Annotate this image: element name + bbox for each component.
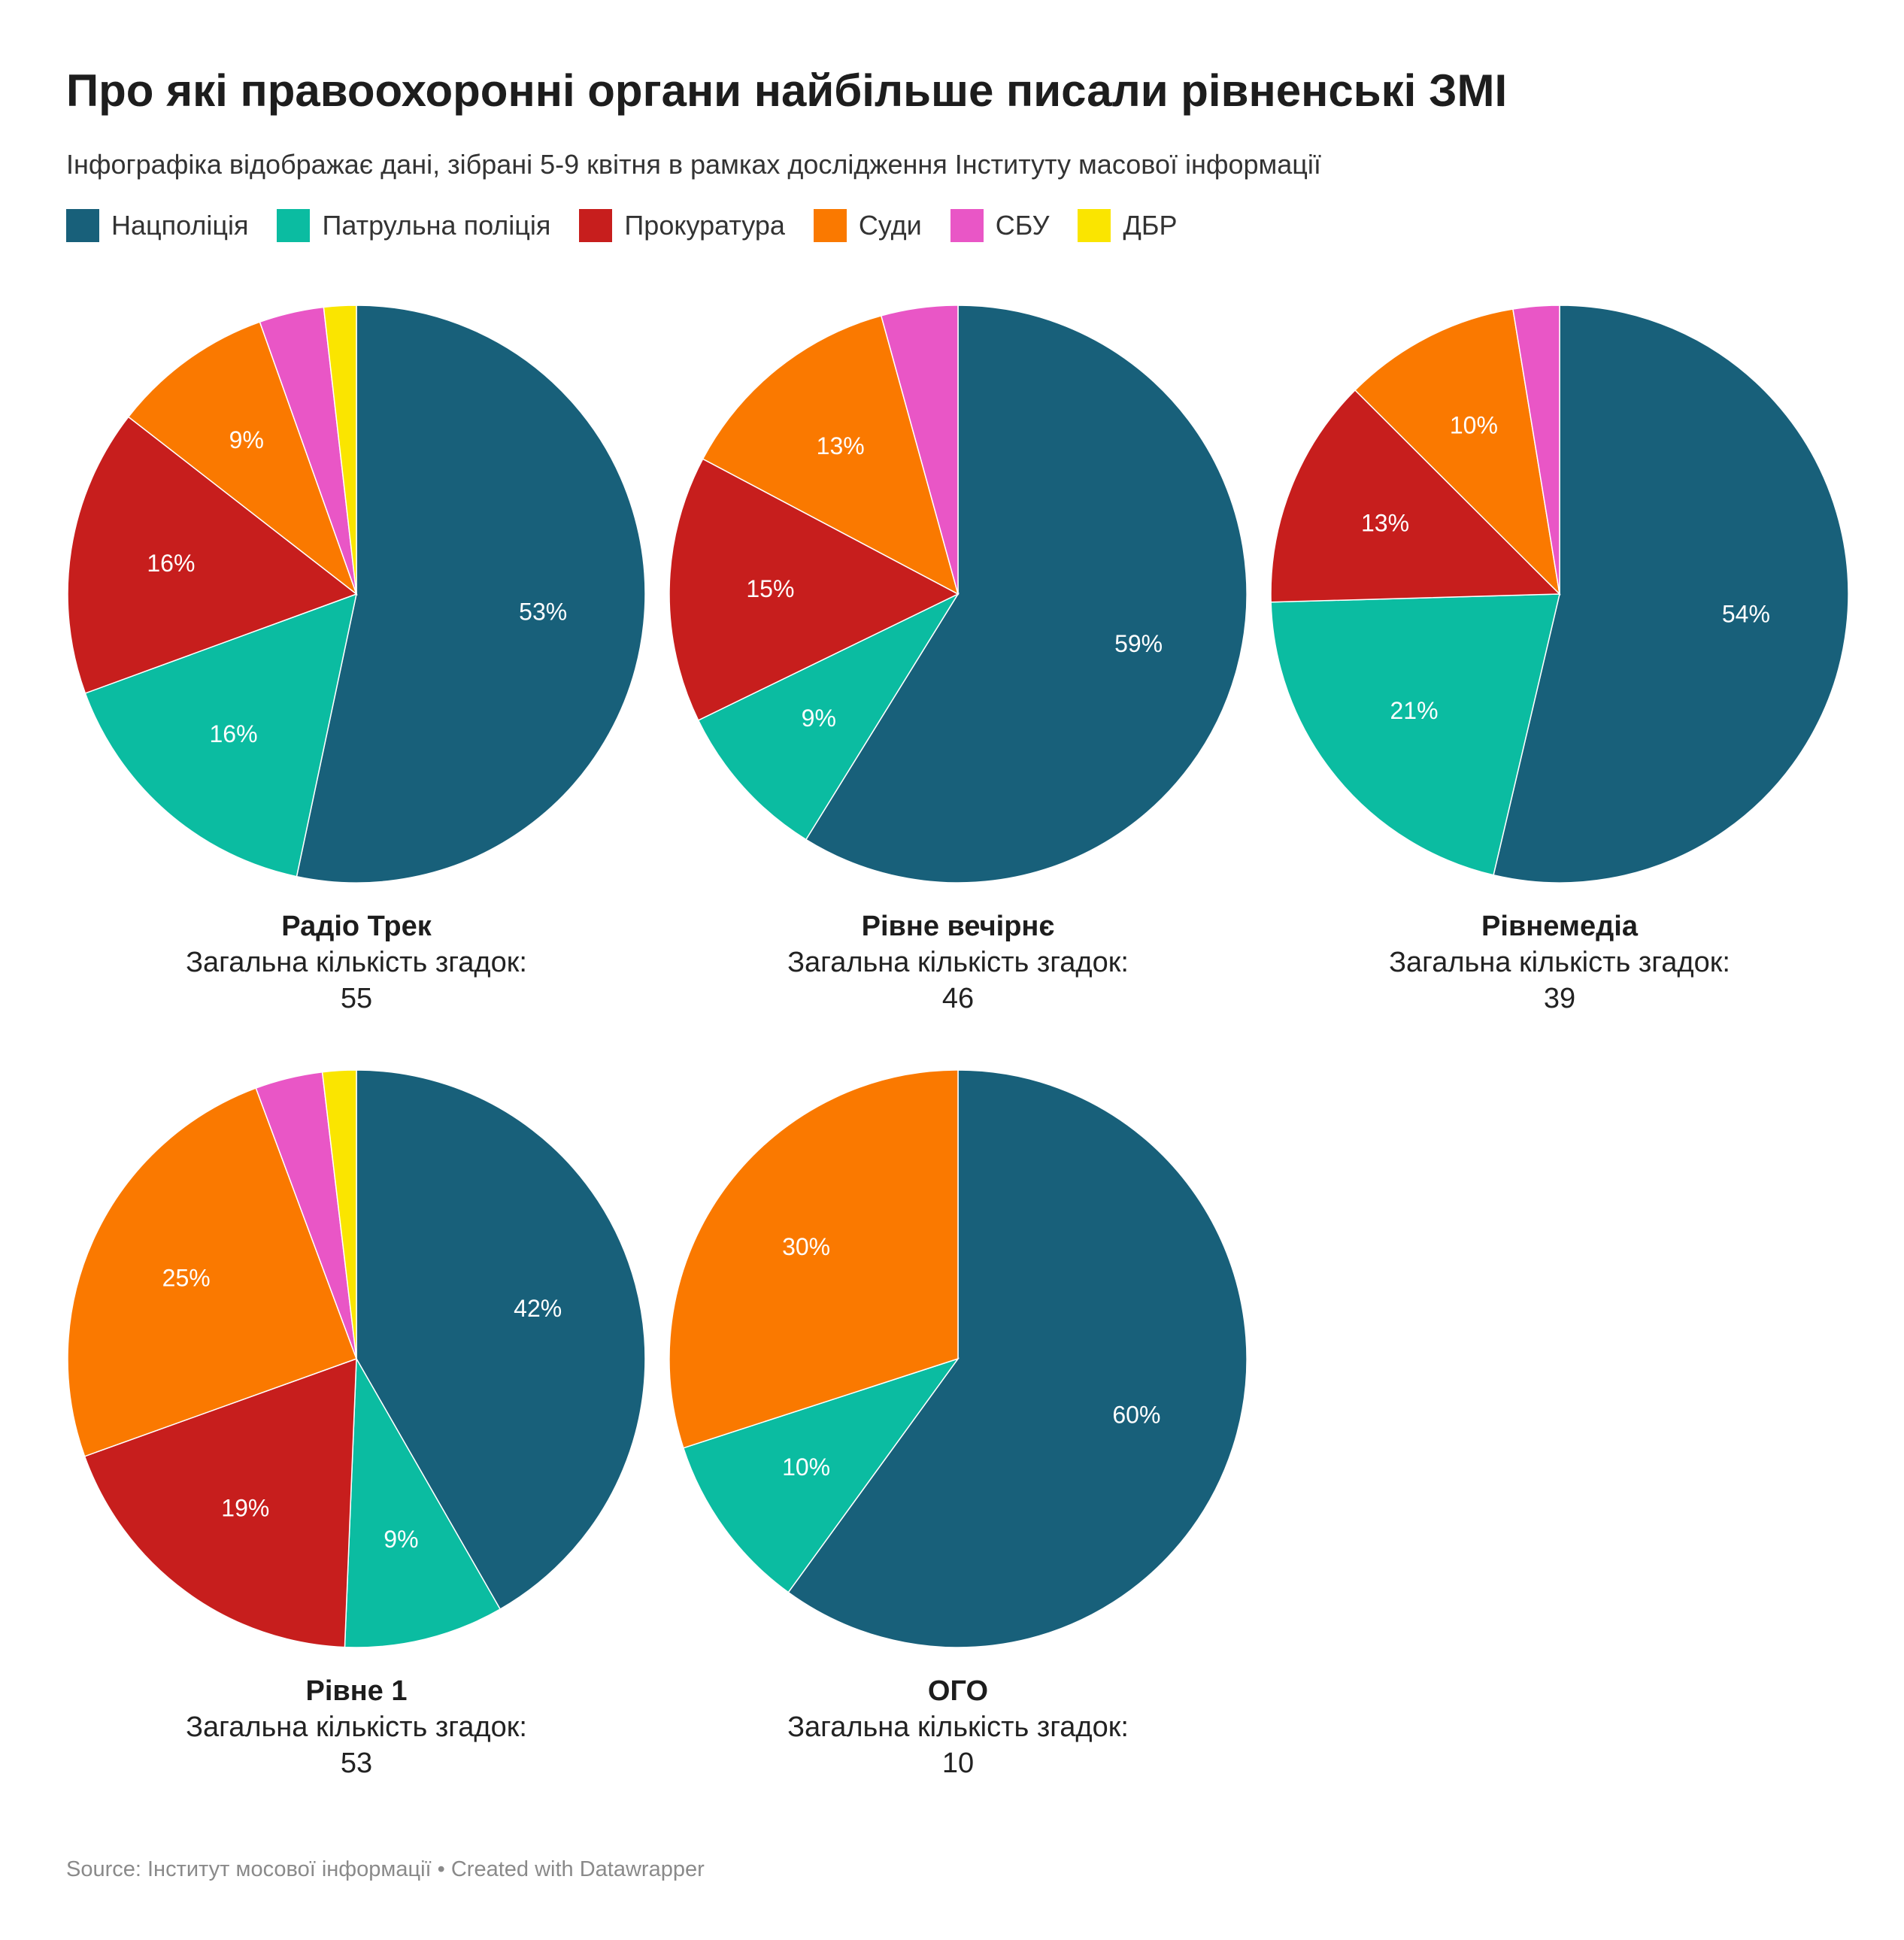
pie-slice: [1270, 389, 1561, 603]
total-mentions-value: 39: [1543, 983, 1576, 1014]
data-label: 9%: [802, 705, 836, 732]
total-mentions-label: Загальна кількість згадок:: [186, 1711, 527, 1743]
data-label: 59%: [1114, 630, 1163, 657]
total-mentions-value: 53: [340, 1748, 373, 1779]
total-mentions-label: Загальна кількість згадок:: [787, 947, 1129, 978]
pie-slice: [296, 305, 646, 884]
legend-swatch: [277, 209, 311, 242]
pie-рівне-вечірнє: 59% 9% 15% 13%: [669, 305, 1248, 884]
data-label: 16%: [147, 550, 195, 577]
legend-swatch: [66, 209, 99, 242]
data-label: 60%: [1112, 1402, 1160, 1429]
chart-subtitle: Інфографіка відображає дані, зібрані 5-9…: [66, 149, 1321, 180]
pie-рівнемедіа: 54% 21% 13% 10%: [1270, 305, 1849, 884]
source-footer: Source: Інститут мосової інформації • Cr…: [66, 1857, 705, 1881]
data-label: 19%: [221, 1495, 269, 1522]
total-mentions-label: Загальна кількість згадок:: [1389, 947, 1730, 978]
data-label: 10%: [1450, 411, 1498, 438]
total-mentions-label: Загальна кількість згадок:: [787, 1711, 1129, 1743]
data-label: 15%: [746, 575, 794, 602]
pie-slice: [67, 1087, 357, 1457]
caption-rivne-vechirnie: Рівне вечірнє Загальна кількість згадок:…: [657, 908, 1259, 1017]
data-label: 9%: [229, 426, 264, 453]
legend-label: ДБР: [1123, 210, 1178, 241]
pie-slice: [697, 593, 960, 841]
legend-label: Суди: [858, 210, 922, 241]
pie-slice: [356, 1069, 646, 1611]
data-label: 21%: [1390, 697, 1438, 724]
pie-slice: [67, 416, 358, 694]
pie-slice: [682, 1357, 960, 1593]
pie-slice: [805, 305, 1248, 884]
data-label: 42%: [514, 1295, 562, 1322]
legend-item-courts: Суди: [813, 209, 922, 242]
legend-item-sbu: СБУ: [950, 209, 1050, 242]
pie-slice: [880, 305, 959, 595]
legend-swatch: [579, 209, 613, 242]
pie-title: Рівнемедіа: [1481, 911, 1638, 942]
data-label: 9%: [384, 1526, 418, 1553]
caption-radio-trek: Радіо Трек Загальна кількість згадок: 55: [56, 908, 657, 1017]
pie-title: ОГО: [927, 1675, 989, 1707]
caption-rivne-1: Рівне 1 Загальна кількість згадок: 53: [56, 1673, 657, 1781]
pie-радіо-трек: 53% 16% 16% 9%: [67, 305, 646, 884]
caption-ogo: ОГО Загальна кількість згадок: 10: [657, 1673, 1259, 1781]
legend-label: СБУ: [995, 210, 1050, 241]
pie-slice: [669, 1069, 959, 1449]
legend-item-patrol-police: Патрульна поліція: [277, 209, 550, 242]
total-mentions-label: Загальна кількість згадок:: [186, 947, 527, 978]
pie-title: Радіо Трек: [281, 911, 432, 942]
data-label: 53%: [519, 598, 567, 625]
pie-title: Рівне вечірнє: [861, 911, 1055, 942]
pie-slice: [323, 305, 357, 595]
pie-slice: [1512, 305, 1560, 595]
data-label: 54%: [1722, 600, 1770, 627]
data-label: 16%: [209, 720, 257, 747]
pie-slice: [127, 321, 358, 596]
pie-slice: [1354, 308, 1561, 596]
data-label: 10%: [782, 1453, 830, 1481]
total-mentions-value: 46: [941, 983, 975, 1014]
pie-ого: 60% 10% 30%: [669, 1069, 1248, 1648]
legend-swatch: [1078, 209, 1111, 242]
legend-item-dbr: ДБР: [1078, 209, 1178, 242]
data-label: 25%: [162, 1264, 211, 1291]
legend-item-natspolitsiia: Нацполіція: [66, 209, 248, 242]
pie-slice: [787, 1069, 1248, 1648]
pie-slice: [83, 1357, 357, 1648]
pie-slice: [1270, 593, 1560, 876]
total-mentions-value: 55: [340, 983, 373, 1014]
pie-slice: [1493, 305, 1849, 884]
pie-slice: [344, 1356, 502, 1648]
total-mentions-value: 10: [941, 1748, 975, 1779]
legend-label: Патрульна поліція: [322, 210, 551, 241]
legend-label: Прокуратура: [624, 210, 785, 241]
chart-title: Про які правоохоронні органи найбільше п…: [66, 65, 1508, 116]
data-label: 13%: [1361, 509, 1409, 536]
pie-slice: [321, 1069, 357, 1360]
caption-rivnemedia: Рівнемедіа Загальна кількість згадок: 39: [1259, 908, 1860, 1017]
pie-title: Рівне 1: [305, 1675, 408, 1707]
legend-swatch: [950, 209, 984, 242]
pie-рівне-1: 42% 9% 19% 25%: [67, 1069, 646, 1648]
legend: Нацполіція Патрульна поліція Прокуратура…: [66, 209, 1206, 242]
pie-slice: [702, 314, 960, 596]
data-label: 13%: [817, 432, 865, 459]
legend-label: Нацполіція: [111, 210, 249, 241]
pie-slice: [669, 458, 960, 721]
data-label: 30%: [782, 1233, 830, 1260]
legend-swatch: [813, 209, 847, 242]
pie-slice: [84, 593, 358, 878]
legend-item-prosecution: Прокуратура: [579, 209, 785, 242]
